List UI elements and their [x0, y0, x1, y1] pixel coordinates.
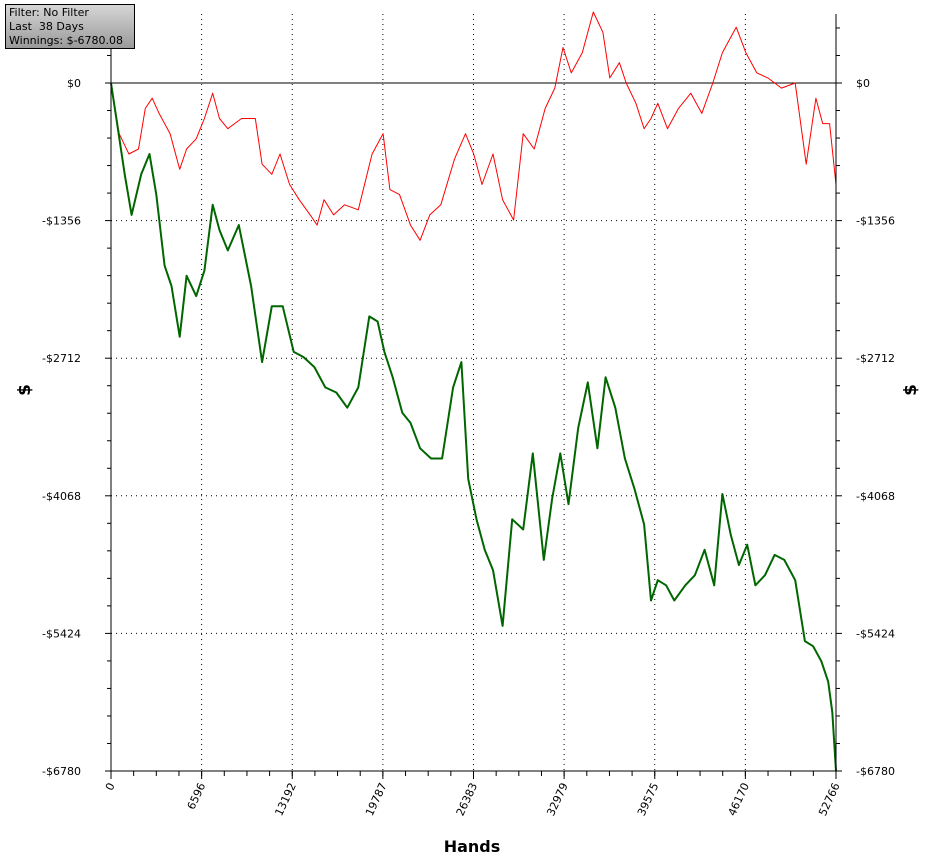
period-label: Last 38 Days — [9, 20, 84, 33]
y-tick-label-left: $0 — [67, 77, 81, 90]
winnings-label: Winnings: $-6780.08 — [9, 34, 124, 47]
x-tick-label: 19787 — [363, 781, 390, 818]
y-tick-label-right: -$6780 — [856, 765, 895, 778]
x-tick-label: 26383 — [454, 781, 481, 818]
x-tick-label: 52766 — [816, 781, 843, 818]
y-tick-label-right: -$2712 — [856, 352, 895, 365]
x-tick-label: 0 — [103, 781, 118, 793]
x-tick-label: 6596 — [185, 781, 209, 812]
series-line-green — [110, 82, 837, 772]
series-lines — [110, 11, 837, 772]
y-tick-label-left: -$6780 — [42, 765, 81, 778]
y-tick-label-right: -$4068 — [856, 490, 895, 503]
x-tick-label: 13192 — [272, 781, 299, 818]
tick-labels: $0 $0 -$1356 -$1356 -$2712 -$2712 -$4068 -$4068… — [42, 77, 895, 818]
filter-info-box: Filter: No Filter Last 38 Days Winnings:… — [5, 4, 135, 49]
y-axis-title-right: $ — [901, 384, 921, 396]
y-tick-label-left: -$1356 — [42, 215, 81, 228]
grid-lines — [111, 14, 836, 771]
x-axis-title: Hands — [444, 837, 501, 856]
y-tick-label-right: $0 — [856, 77, 870, 90]
axes — [105, 14, 842, 779]
y-axis-title-left: $ — [15, 384, 35, 396]
y-tick-label-left: -$5424 — [42, 627, 81, 640]
x-tick-label: 46170 — [726, 781, 753, 818]
series-line-red — [110, 11, 837, 241]
filter-label: Filter: No Filter — [9, 6, 89, 19]
y-tick-label-left: -$4068 — [42, 490, 81, 503]
x-tick-label: 32979 — [544, 781, 571, 818]
y-tick-label-left: -$2712 — [42, 352, 81, 365]
x-tick-label: 39575 — [635, 781, 662, 818]
y-tick-label-right: -$1356 — [856, 215, 895, 228]
y-tick-label-right: -$5424 — [856, 627, 895, 640]
